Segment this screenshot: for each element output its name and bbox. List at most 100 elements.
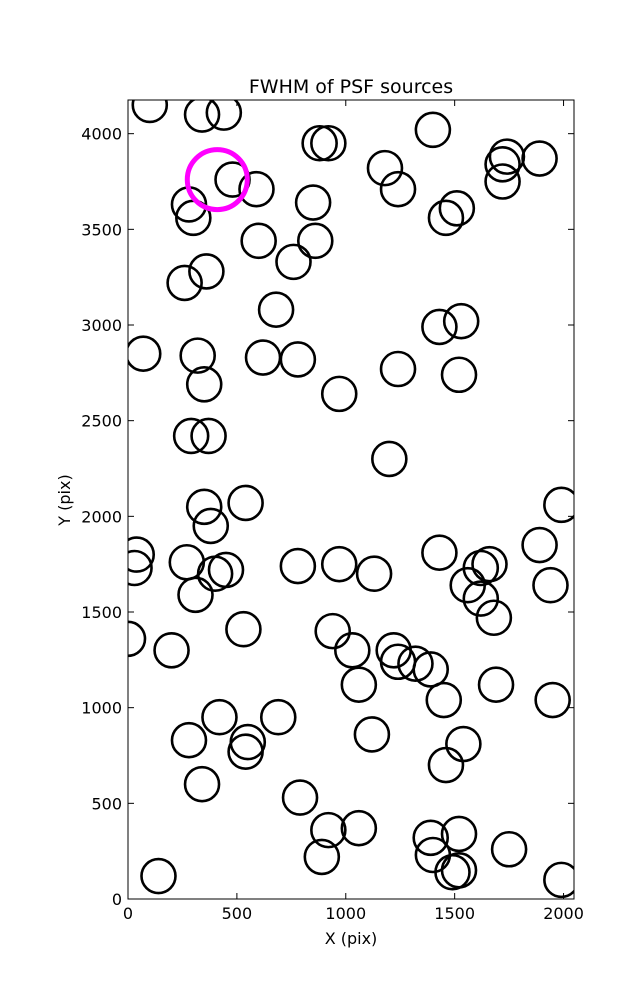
y-tick-label: 3000 bbox=[81, 316, 122, 335]
source-marker bbox=[177, 576, 214, 614]
source-marker bbox=[257, 291, 295, 328]
source-marker bbox=[462, 580, 500, 617]
source-marker bbox=[543, 861, 574, 899]
source-marker bbox=[227, 733, 264, 770]
source-marker bbox=[353, 716, 391, 753]
source-marker bbox=[414, 111, 452, 149]
source-marker bbox=[240, 222, 277, 260]
source-marker bbox=[440, 815, 478, 853]
source-marker bbox=[205, 100, 243, 131]
x-tick-label: 1000 bbox=[325, 904, 366, 923]
source-marker bbox=[281, 779, 319, 816]
source-marker bbox=[227, 484, 264, 522]
source-marker bbox=[379, 170, 417, 208]
y-tick-label: 1500 bbox=[81, 603, 122, 622]
source-marker bbox=[340, 809, 378, 847]
source-marker bbox=[532, 566, 569, 604]
source-marker bbox=[183, 100, 221, 133]
source-marker bbox=[521, 526, 558, 564]
source-marker bbox=[334, 631, 371, 669]
source-marker bbox=[170, 721, 208, 759]
source-marker bbox=[421, 534, 458, 571]
source-marker bbox=[340, 666, 378, 704]
source-marker bbox=[183, 765, 221, 803]
plot-area bbox=[128, 100, 574, 899]
source-marker bbox=[471, 545, 508, 583]
plot-frame bbox=[127, 99, 575, 900]
source-marker bbox=[310, 124, 347, 162]
source-marker bbox=[314, 612, 352, 650]
chart-title: FWHM of PSF sources bbox=[249, 76, 453, 98]
y-tick-label: 0 bbox=[112, 890, 122, 909]
source-marker bbox=[543, 486, 574, 524]
y-tick-label: 500 bbox=[91, 794, 122, 813]
highlight-source-marker bbox=[184, 147, 250, 213]
source-marker bbox=[425, 681, 463, 719]
source-marker bbox=[310, 811, 347, 849]
source-marker bbox=[355, 555, 393, 593]
x-axis-title: X (pix) bbox=[325, 929, 378, 948]
source-marker bbox=[128, 536, 156, 573]
x-tick-label: 1500 bbox=[434, 904, 475, 923]
source-marker bbox=[445, 725, 482, 763]
source-marker bbox=[440, 356, 478, 394]
source-marker bbox=[188, 253, 225, 290]
source-marker bbox=[153, 631, 190, 669]
source-marker bbox=[427, 746, 465, 784]
source-marker bbox=[366, 149, 404, 187]
axis-ticks: 0 500 1000 1500 2000 0 500 1000 1500 2000 2500 3000… bbox=[81, 100, 584, 923]
source-marker bbox=[294, 184, 332, 221]
source-marker bbox=[490, 830, 528, 868]
source-marker bbox=[279, 547, 317, 585]
source-marker bbox=[534, 681, 571, 719]
source-marker bbox=[196, 555, 234, 593]
source-marker bbox=[412, 819, 450, 857]
y-tick-label: 1000 bbox=[81, 699, 122, 718]
source-marker bbox=[379, 350, 417, 388]
source-marker bbox=[484, 163, 521, 200]
source-marker bbox=[440, 852, 478, 889]
source-marker bbox=[131, 100, 169, 124]
source-marker bbox=[320, 545, 358, 583]
source-marker bbox=[296, 222, 334, 260]
source-marker bbox=[201, 698, 238, 736]
y-tick-label: 3500 bbox=[81, 220, 122, 239]
y-axis-title: Y (pix) bbox=[55, 474, 74, 526]
source-marker bbox=[521, 140, 558, 177]
source-marker bbox=[179, 337, 216, 374]
y-tick-label: 2000 bbox=[81, 507, 122, 526]
source-marker bbox=[320, 375, 358, 413]
source-marker bbox=[371, 440, 408, 478]
source-marker bbox=[477, 666, 515, 704]
y-tick-label: 2500 bbox=[81, 412, 122, 431]
source-marker bbox=[434, 853, 471, 891]
source-marker bbox=[259, 698, 297, 736]
source-marker bbox=[225, 610, 262, 648]
source-marker bbox=[475, 599, 513, 637]
source-marker bbox=[275, 243, 312, 281]
x-tick-label: 0 bbox=[123, 904, 133, 923]
source-marker bbox=[166, 264, 203, 302]
x-tick-label: 500 bbox=[222, 904, 253, 923]
source-marker bbox=[442, 302, 480, 340]
source-marker bbox=[128, 620, 147, 658]
source-marker bbox=[192, 507, 230, 545]
source-marker bbox=[397, 645, 434, 682]
x-tick-label: 2000 bbox=[543, 904, 584, 923]
source-marker bbox=[190, 417, 227, 455]
source-marker bbox=[449, 566, 487, 604]
source-marker bbox=[172, 417, 210, 455]
source-marker bbox=[484, 145, 521, 183]
source-marker bbox=[128, 549, 153, 587]
y-tick-label: 4000 bbox=[81, 125, 122, 144]
source-marker bbox=[421, 308, 458, 346]
source-marker bbox=[244, 339, 282, 376]
source-marker bbox=[185, 488, 223, 526]
source-marker bbox=[128, 335, 162, 373]
source-marker bbox=[140, 857, 177, 895]
source-marker bbox=[279, 341, 317, 378]
source-marker bbox=[412, 651, 450, 688]
source-marker bbox=[238, 170, 275, 208]
source-marker bbox=[185, 366, 223, 403]
